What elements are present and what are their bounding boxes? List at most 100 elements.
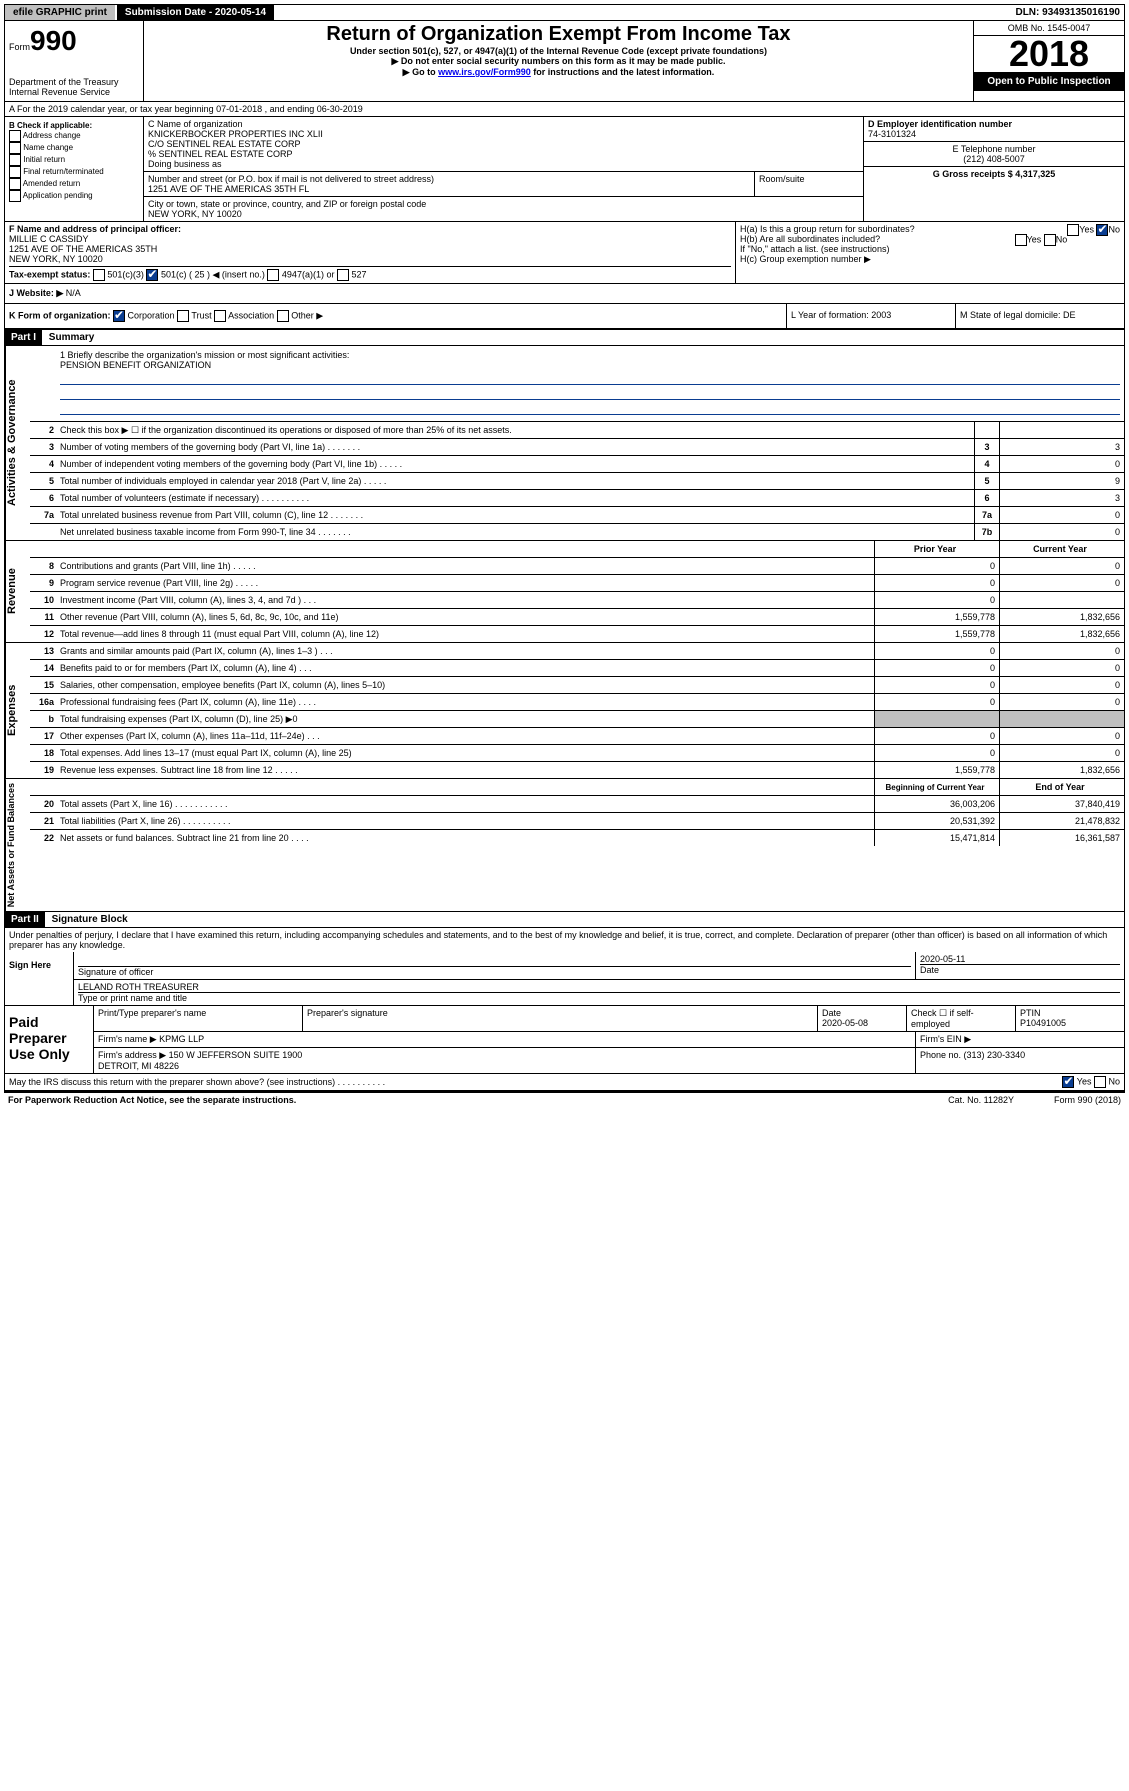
col-c: C Name of organization KNICKERBOCKER PRO…: [144, 117, 863, 221]
mission-text: PENSION BENEFIT ORGANIZATION: [60, 360, 1120, 370]
hb-yes[interactable]: [1015, 234, 1027, 246]
header-center: Return of Organization Exempt From Incom…: [144, 21, 973, 101]
city-box: City or town, state or province, country…: [144, 197, 863, 221]
discuss-row: May the IRS discuss this return with the…: [4, 1074, 1125, 1091]
sub3-b: for instructions and the latest informat…: [531, 67, 715, 77]
side-netassets: Net Assets or Fund Balances: [5, 779, 30, 911]
irs-link[interactable]: www.irs.gov/Form990: [438, 67, 531, 77]
na-line: 20Total assets (Part X, line 16) . . . .…: [30, 796, 1124, 813]
subtitle-1: Under section 501(c), 527, or 4947(a)(1)…: [146, 46, 971, 56]
website: N/A: [66, 288, 81, 298]
subtitle-3: ▶ Go to www.irs.gov/Form990 for instruct…: [146, 67, 971, 78]
side-revenue: Revenue: [5, 541, 30, 642]
date-label: Date: [920, 964, 1120, 975]
rev-line: 12Total revenue—add lines 8 through 11 (…: [30, 626, 1124, 642]
discuss-q: May the IRS discuss this return with the…: [9, 1077, 385, 1087]
submission-btn[interactable]: Submission Date - 2020-05-14: [117, 5, 274, 20]
opt-4947: 4947(a)(1) or: [282, 269, 335, 279]
inspection-badge: Open to Public Inspection: [974, 72, 1124, 91]
gov-line: 7aTotal unrelated business revenue from …: [30, 507, 1124, 524]
l-year: L Year of formation: 2003: [786, 304, 955, 328]
hb-label: H(b) Are all subordinates included?: [740, 234, 880, 244]
cb-assoc[interactable]: [214, 310, 226, 322]
cb-527[interactable]: [337, 269, 349, 281]
ptin: P10491005: [1020, 1018, 1066, 1028]
gov-line: Net unrelated business taxable income fr…: [30, 524, 1124, 540]
cb-corp[interactable]: [113, 310, 125, 322]
paid-label: Paid Preparer Use Only: [5, 1006, 94, 1073]
opt-final[interactable]: Final return/terminated: [9, 166, 139, 178]
discuss-yes[interactable]: [1062, 1076, 1074, 1088]
paperwork: For Paperwork Reduction Act Notice, see …: [8, 1095, 296, 1105]
cb-501c3[interactable]: [93, 269, 105, 281]
tax-year: 2018: [974, 36, 1124, 72]
cb-4947[interactable]: [267, 269, 279, 281]
b-label: B Check if applicable:: [9, 121, 92, 130]
exp-line: bTotal fundraising expenses (Part IX, co…: [30, 711, 1124, 728]
g-label: G Gross receipts $ 4,317,325: [933, 169, 1056, 179]
ha-label: H(a) Is this a group return for subordin…: [740, 224, 915, 234]
org-name-2: C/O SENTINEL REAL ESTATE CORP: [148, 139, 859, 149]
exp-line: 13Grants and similar amounts paid (Part …: [30, 643, 1124, 660]
opt-initial[interactable]: Initial return: [9, 154, 139, 166]
city-label: City or town, state or province, country…: [148, 199, 859, 209]
ha-yes[interactable]: [1067, 224, 1079, 236]
opt-corp: Corporation: [128, 310, 175, 320]
efile-btn[interactable]: efile GRAPHIC print: [5, 5, 115, 20]
opt-pending[interactable]: Application pending: [9, 190, 139, 202]
cb-other[interactable]: [277, 310, 289, 322]
firm-label: Firm's name ▶: [98, 1034, 157, 1044]
sign-here: Sign Here: [5, 952, 73, 1005]
ha-no[interactable]: [1096, 224, 1108, 236]
self-emp: Check ☐ if self-employed: [907, 1006, 1016, 1031]
side-expenses: Expenses: [5, 643, 30, 778]
d-label: D Employer identification number: [868, 119, 1012, 129]
sig-date: 2020-05-11: [920, 954, 1120, 964]
row-kl: K Form of organization: Corporation Trus…: [4, 304, 1125, 330]
sig-label: Signature of officer: [78, 966, 911, 977]
j-label: J Website: ▶: [9, 288, 63, 298]
prior-year-h: Prior Year: [874, 541, 999, 557]
form-footer: Form 990 (2018): [1054, 1095, 1121, 1105]
ein: 74-3101324: [868, 129, 916, 139]
f-label: F Name and address of principal officer:: [9, 224, 181, 234]
addr-box: Number and street (or P.O. box if mail i…: [144, 172, 754, 196]
cb-trust[interactable]: [177, 310, 189, 322]
cat-no: Cat. No. 11282Y: [948, 1095, 1014, 1105]
rev-line: 8Contributions and grants (Part VIII, li…: [30, 558, 1124, 575]
opt-address[interactable]: Address change: [9, 130, 139, 142]
cb-501c[interactable]: [146, 269, 158, 281]
exp-line: 17Other expenses (Part IX, column (A), l…: [30, 728, 1124, 745]
part2-label: Part II: [5, 912, 45, 927]
col-b: B Check if applicable: Address change Na…: [5, 117, 144, 221]
exp-line: 15Salaries, other compensation, employee…: [30, 677, 1124, 694]
org-name-1: KNICKERBOCKER PROPERTIES INC XLII: [148, 129, 859, 139]
discuss-no[interactable]: [1094, 1076, 1106, 1088]
addr: 1251 AVE OF THE AMERICAS 35TH FL: [148, 184, 750, 194]
opt-amended[interactable]: Amended return: [9, 178, 139, 190]
header-right: OMB No. 1545-0047 2018 Open to Public In…: [973, 21, 1124, 101]
prep-date-h: Date: [822, 1008, 841, 1018]
top-bar: efile GRAPHIC print Submission Date - 20…: [4, 4, 1125, 21]
opt-assoc: Association: [228, 310, 274, 320]
officer-addr: 1251 AVE OF THE AMERICAS 35TH NEW YORK, …: [9, 244, 157, 264]
rev-line: 10Investment income (Part VIII, column (…: [30, 592, 1124, 609]
curr-year-h: Current Year: [999, 541, 1124, 557]
name-box: C Name of organization KNICKERBOCKER PRO…: [144, 117, 863, 172]
firm-phone: Phone no. (313) 230-3340: [916, 1048, 1124, 1073]
col-h: H(a) Is this a group return for subordin…: [736, 222, 1124, 283]
dba-label: Doing business as: [148, 159, 859, 169]
gov-line: 5Total number of individuals employed in…: [30, 473, 1124, 490]
na-header: Beginning of Current Year End of Year: [30, 779, 1124, 796]
officer-name-title: LELAND ROTH TREASURER: [78, 982, 1120, 992]
opt-name[interactable]: Name change: [9, 142, 139, 154]
gov-line: 2Check this box ▶ ☐ if the organization …: [30, 422, 1124, 439]
perjury-text: Under penalties of perjury, I declare th…: [5, 928, 1124, 952]
gov-line: 4Number of independent voting members of…: [30, 456, 1124, 473]
gov-line: 6Total number of volunteers (estimate if…: [30, 490, 1124, 507]
expenses-section: Expenses 13Grants and similar amounts pa…: [4, 643, 1125, 779]
room-label: Room/suite: [754, 172, 863, 196]
hb-no[interactable]: [1044, 234, 1056, 246]
mission-box: 1 Briefly describe the organization's mi…: [30, 346, 1124, 422]
sub3-a: ▶ Go to: [403, 67, 438, 77]
